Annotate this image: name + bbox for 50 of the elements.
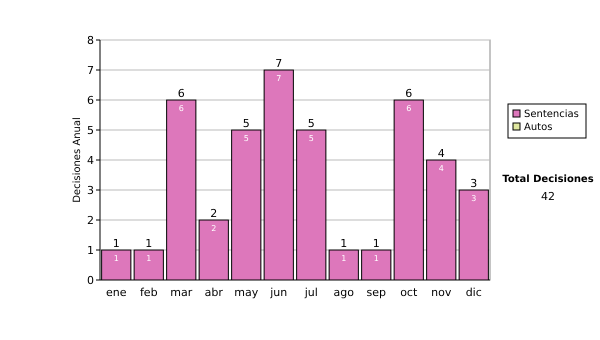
y-tick-label: 1 (87, 244, 94, 257)
x-tick-label: sep (366, 286, 386, 299)
y-tick-label: 7 (87, 64, 94, 77)
y-tick-label: 6 (87, 94, 94, 107)
y-tick-label: 2 (87, 214, 94, 227)
x-tick-label: jul (304, 286, 318, 299)
text: Total Decisiones (502, 174, 594, 185)
total-label: 1 (372, 237, 380, 250)
data-label: 7 (276, 74, 282, 83)
legend-label: Autos (524, 122, 552, 133)
y-tick-label: 8 (87, 34, 94, 47)
x-tick-label: may (234, 286, 259, 299)
total-label: 6 (178, 87, 185, 100)
data-label: 1 (114, 254, 119, 263)
y-axis-title: Decisiones Anual (72, 117, 83, 203)
x-tick-label: ene (106, 286, 127, 299)
total-label: 5 (308, 117, 315, 130)
x-tick-label: abr (204, 286, 224, 299)
data-label: 1 (374, 254, 379, 263)
data-label: 3 (471, 194, 476, 203)
x-tick-label: oct (400, 286, 418, 299)
data-label: 1 (341, 254, 346, 263)
y-tick-label: 0 (87, 274, 94, 287)
total-label: 5 (242, 117, 250, 130)
data-label: 6 (178, 104, 184, 113)
x-tick-label: nov (431, 286, 452, 299)
legend-label: Sentencias (524, 109, 579, 120)
total-label: 7 (275, 57, 282, 70)
y-tick-label: 4 (87, 154, 94, 167)
total-label: 3 (470, 177, 478, 190)
x-tick-label: dic (466, 286, 482, 299)
data-label: 5 (244, 134, 249, 143)
total-label: 4 (438, 147, 445, 160)
data-label: 5 (308, 134, 314, 143)
total-label: 1 (145, 237, 152, 250)
total-label: 1 (112, 237, 120, 250)
x-tick-label: feb (140, 286, 158, 299)
text: 42 (541, 190, 555, 203)
y-tick-label: 3 (87, 184, 94, 197)
data-label: 2 (211, 224, 216, 233)
total-label: 2 (210, 207, 218, 220)
data-label: 1 (146, 254, 152, 263)
total-label: 1 (340, 237, 348, 250)
total-label: 6 (405, 87, 412, 100)
x-tick-label: jun (269, 286, 288, 299)
x-tick-label: ago (334, 286, 354, 299)
data-label: 6 (406, 104, 412, 113)
y-tick-label: 5 (87, 124, 94, 137)
data-label: 4 (438, 164, 444, 173)
x-tick-label: mar (170, 286, 193, 299)
